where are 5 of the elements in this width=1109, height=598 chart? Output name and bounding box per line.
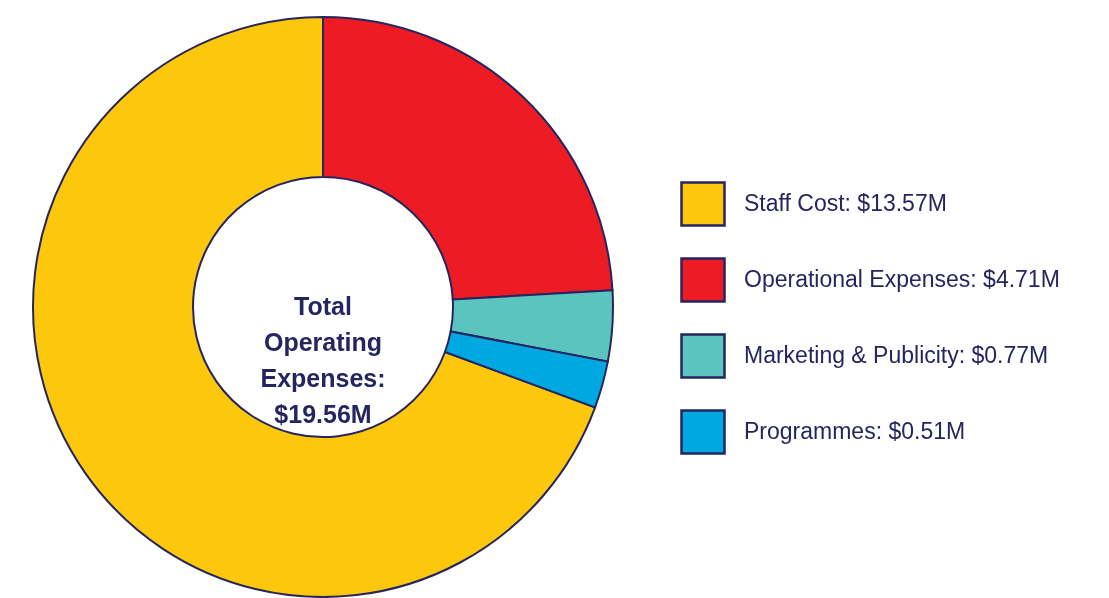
legend-label: Operational Expenses: $4.71M: [744, 266, 1060, 292]
text: Total Operating Expenses: $19.56M: [260, 292, 386, 428]
legend-label: Staff Cost: $13.57M: [744, 190, 947, 216]
legend-label: Programmes: $0.51M: [744, 418, 966, 444]
legend-label: Marketing & Publicity: $0.77M: [744, 342, 1049, 368]
